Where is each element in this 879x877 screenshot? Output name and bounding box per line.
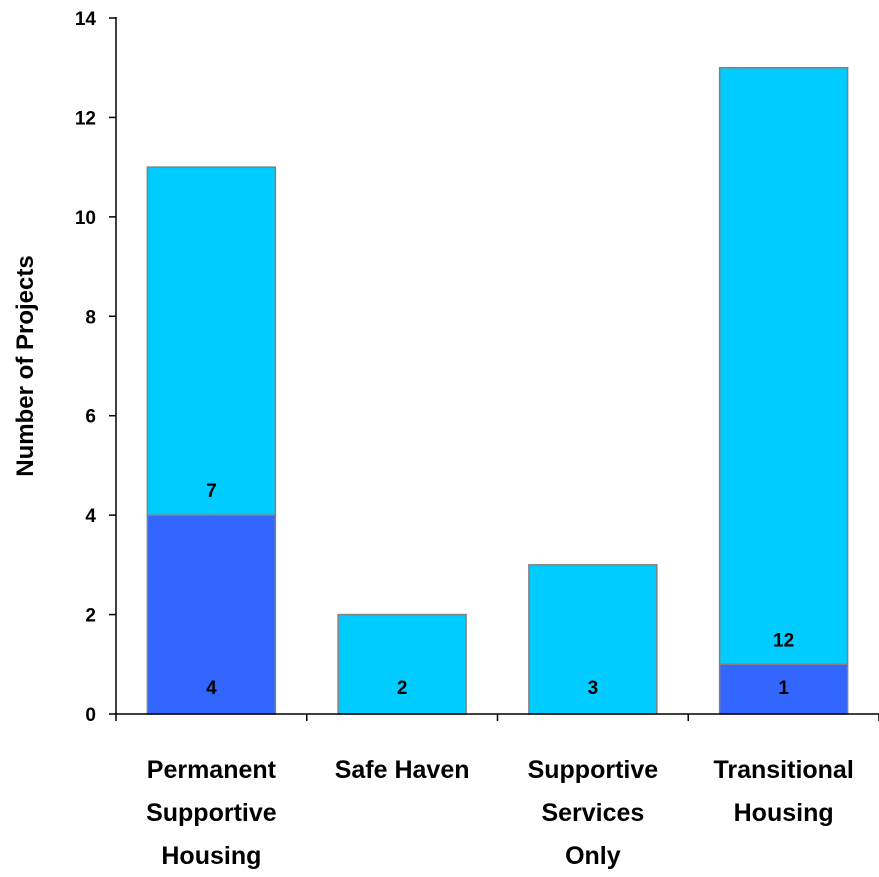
data-label: 7 <box>206 481 217 502</box>
y-tick-label: 2 <box>85 606 96 627</box>
y-tick-label: 12 <box>75 108 96 129</box>
bar-segment <box>146 166 277 516</box>
data-label: 3 <box>588 678 599 699</box>
y-tick-label: 14 <box>75 9 97 30</box>
bar-segment <box>528 564 658 715</box>
x-category-label: Permanent <box>147 756 277 784</box>
y-tick-label: 6 <box>85 407 96 428</box>
data-label: 4 <box>206 678 217 699</box>
x-category-label: Supportive <box>528 756 659 784</box>
x-category-label: Supportive <box>146 799 277 827</box>
bar-segment <box>337 613 467 715</box>
y-tick-label: 8 <box>85 307 96 328</box>
x-category-label: Safe Haven <box>335 756 470 784</box>
data-label: 12 <box>773 630 794 651</box>
y-tick-label: 4 <box>85 506 96 527</box>
x-category-label: Transitional <box>713 756 853 784</box>
x-category-label: Housing <box>161 842 261 870</box>
y-tick-label: 0 <box>85 705 96 726</box>
x-category-label: Only <box>565 842 621 870</box>
data-label: 1 <box>778 678 789 699</box>
x-category-label: Housing <box>734 799 834 827</box>
y-axis-title: Number of Projects <box>12 255 39 476</box>
data-label: 2 <box>397 678 408 699</box>
x-category-label: Services <box>541 799 644 827</box>
bar-segment <box>718 66 849 666</box>
bar-segment <box>146 514 277 715</box>
y-tick-label: 10 <box>75 208 96 229</box>
